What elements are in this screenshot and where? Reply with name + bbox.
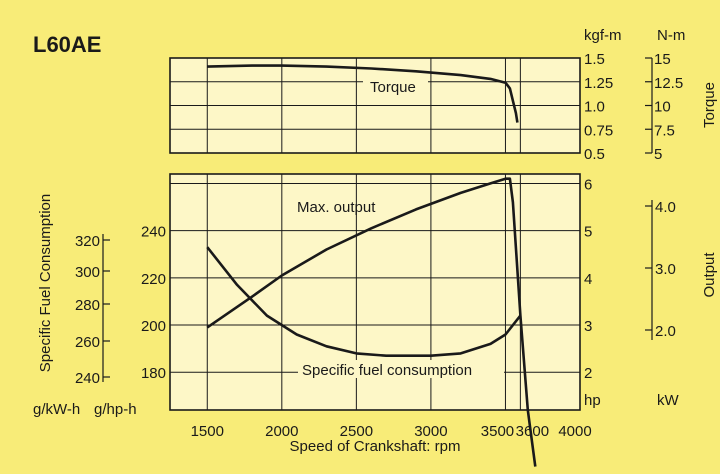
- ghph-tick-label: 200: [141, 318, 166, 335]
- hp-tick-label: 5: [584, 224, 592, 241]
- torque-nm-tick-label: 12.5: [654, 75, 683, 92]
- torque-series-label: Torque: [370, 79, 416, 96]
- fuel-label-background: [298, 360, 504, 378]
- torque-kgf-tick-label: 0.5: [584, 146, 605, 163]
- x-tick-label: 1500: [191, 423, 224, 440]
- max-output-series-label: Max. output: [297, 199, 376, 216]
- ghph-unit-label: g/hp-h: [94, 401, 137, 418]
- max-output-curve: [206, 177, 537, 467]
- hp-tick-label: 4: [584, 271, 592, 288]
- x-tick-label: 4000: [558, 423, 591, 440]
- torque-kgf-tick-label: 1.0: [584, 99, 605, 116]
- hp-tick-label: 3: [584, 318, 592, 335]
- x-tick-label: 2000: [265, 423, 298, 440]
- hp-tick-label: 6: [584, 176, 592, 193]
- x-tick-label: 3000: [414, 423, 447, 440]
- x-tick-label: 3600: [516, 423, 549, 440]
- gkwh-unit-label: g/kW-h: [33, 401, 80, 418]
- torque-nm-tick-label: 7.5: [654, 122, 675, 139]
- x-tick-label: 2500: [340, 423, 373, 440]
- ghph-tick-label: 180: [141, 365, 166, 382]
- fuel-consumption-curve: [206, 246, 522, 357]
- kw-tick-label: 2.0: [655, 323, 676, 340]
- torque-right-unit-label: N-m: [657, 27, 685, 44]
- x-tick-label: 3500: [481, 423, 514, 440]
- gkwh-tick-label: 320: [75, 233, 100, 250]
- torque-kgf-tick-label: 0.75: [584, 122, 613, 139]
- ghph-tick-label: 240: [141, 224, 166, 241]
- gkwh-tick-label: 280: [75, 297, 100, 314]
- torque-nm-tick-label: 5: [654, 146, 662, 163]
- x-axis-label: Speed of Crankshaft: rpm: [290, 438, 461, 455]
- kw-unit-label: kW: [657, 392, 680, 409]
- gkwh-tick-label: 240: [75, 370, 100, 387]
- torque-nm-tick-label: 10: [654, 99, 671, 116]
- torque-curve: [207, 64, 519, 123]
- gkwh-tick-label: 300: [75, 264, 100, 281]
- chart-title: L60AE: [33, 32, 101, 57]
- hp-tick-label: 2: [584, 365, 592, 382]
- torque-left-unit-label: kgf-m: [584, 27, 622, 44]
- ghph-tick-label: 220: [141, 271, 166, 288]
- torque-nm-tick-label: 15: [654, 51, 671, 68]
- torque-axis-label: Torque: [701, 82, 718, 128]
- fuel-consumption-series-label: Specific fuel consumption: [302, 362, 472, 379]
- torque-kgf-tick-label: 1.5: [584, 51, 605, 68]
- torque-kgf-tick-label: 1.25: [584, 75, 613, 92]
- output-axis-label: Output: [701, 252, 718, 298]
- kw-tick-label: 3.0: [655, 261, 676, 278]
- fuel-axis-label: Specific Fuel Consumption: [37, 194, 54, 372]
- gkwh-tick-label: 260: [75, 334, 100, 351]
- hp-unit-label: hp: [584, 392, 601, 409]
- torque-label-background: [363, 77, 428, 95]
- kw-tick-label: 4.0: [655, 199, 676, 216]
